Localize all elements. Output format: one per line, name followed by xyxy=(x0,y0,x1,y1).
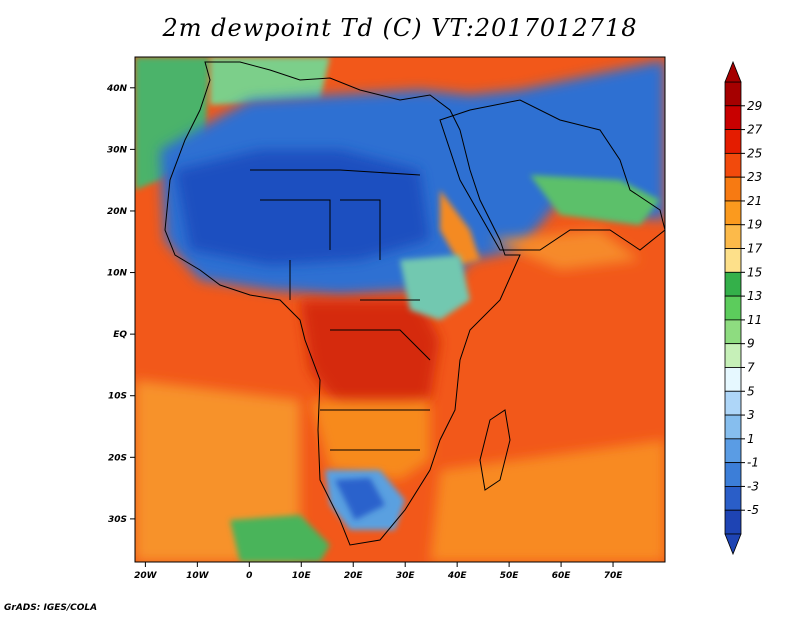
colorbar-label: 19 xyxy=(747,218,762,232)
x-tick-label: 20E xyxy=(344,571,364,581)
coastlines xyxy=(164,61,665,546)
colorbar-swatch xyxy=(724,367,742,392)
colorbar-label: 21 xyxy=(747,194,762,208)
colorbar-swatch xyxy=(724,248,742,273)
colorbar-swatch xyxy=(724,176,742,202)
colorbar-label: 1 xyxy=(747,432,755,446)
colorbar-bottom-arrow xyxy=(724,533,742,556)
colorbar-label: -5 xyxy=(747,503,759,517)
x-tick-label: 60E xyxy=(552,571,572,581)
colorbar-label: 17 xyxy=(747,242,763,256)
colorbar-label: 29 xyxy=(747,99,762,113)
x-tick-label: 20W xyxy=(134,571,158,581)
colorbar-swatch xyxy=(724,129,742,154)
colorbar-swatch xyxy=(724,152,742,178)
colorbar-top-arrow xyxy=(724,60,742,83)
y-tick-label: 40N xyxy=(106,84,128,94)
y-tick-label: 10N xyxy=(107,269,128,279)
colorbar-swatch xyxy=(724,319,742,345)
credit-footer: GrADS: IGES/COLA xyxy=(4,603,98,613)
colorbar-swatch xyxy=(724,224,742,249)
colorbar-swatch xyxy=(724,271,742,297)
colorbar-swatch xyxy=(724,509,742,535)
colorbar-label: 11 xyxy=(747,313,762,327)
colorbar-swatch xyxy=(724,200,742,226)
colorbar-label: 13 xyxy=(747,289,762,303)
colorbar-swatch xyxy=(724,486,742,511)
colorbar-swatch xyxy=(724,462,742,487)
map-title: 2m dewpoint Td (C) VT:2017012718 xyxy=(162,14,638,42)
x-tick-label: 10W xyxy=(186,571,210,581)
colorbar-label: 3 xyxy=(747,408,755,422)
x-tick-label: 50E xyxy=(500,571,520,581)
plot-frame xyxy=(134,56,666,563)
colorbar: 29 27 25 23 21 19 17 15 13 11 9 7 5 3 1 -1 -3 -5 xyxy=(724,60,763,556)
colorbar-label: 27 xyxy=(747,123,763,137)
colorbar-label: 9 xyxy=(747,337,755,351)
y-tick-label: EQ xyxy=(113,330,127,340)
colorbar-label: -1 xyxy=(747,456,759,470)
x-tick-label: 40E xyxy=(447,571,468,581)
y-tick-label: 10S xyxy=(108,392,127,402)
colorbar-label: -3 xyxy=(747,479,759,493)
colorbar-label: 23 xyxy=(747,170,762,184)
y-tick-label: 20S xyxy=(108,453,127,463)
colorbar-swatch xyxy=(724,438,742,464)
colorbar-swatch xyxy=(724,343,742,368)
x-tick-label: 10E xyxy=(292,571,312,581)
x-tick-label: 0 xyxy=(246,571,252,581)
y-tick-label: 30S xyxy=(108,515,127,525)
colorbar-label: 5 xyxy=(747,384,755,398)
x-tick-label: 30E xyxy=(396,571,416,581)
dewpoint-field xyxy=(135,57,665,562)
colorbar-swatch xyxy=(724,390,742,416)
colorbar-label: 15 xyxy=(747,265,762,279)
colorbar-swatch xyxy=(724,81,742,107)
axis-ticks: 20W 10W 0 10E 20E 30E 40E 50E 60E 70E 40N 30N 20N 10N… xyxy=(106,84,623,581)
y-tick-label: 30N xyxy=(107,145,128,155)
colorbar-swatch xyxy=(724,295,742,321)
colorbar-swatch xyxy=(724,105,742,130)
y-tick-label: 20N xyxy=(107,207,128,217)
colorbar-label: 25 xyxy=(747,146,762,160)
colorbar-label: 7 xyxy=(747,360,755,374)
colorbar-swatch xyxy=(724,414,742,440)
x-tick-label: 70E xyxy=(604,571,624,581)
